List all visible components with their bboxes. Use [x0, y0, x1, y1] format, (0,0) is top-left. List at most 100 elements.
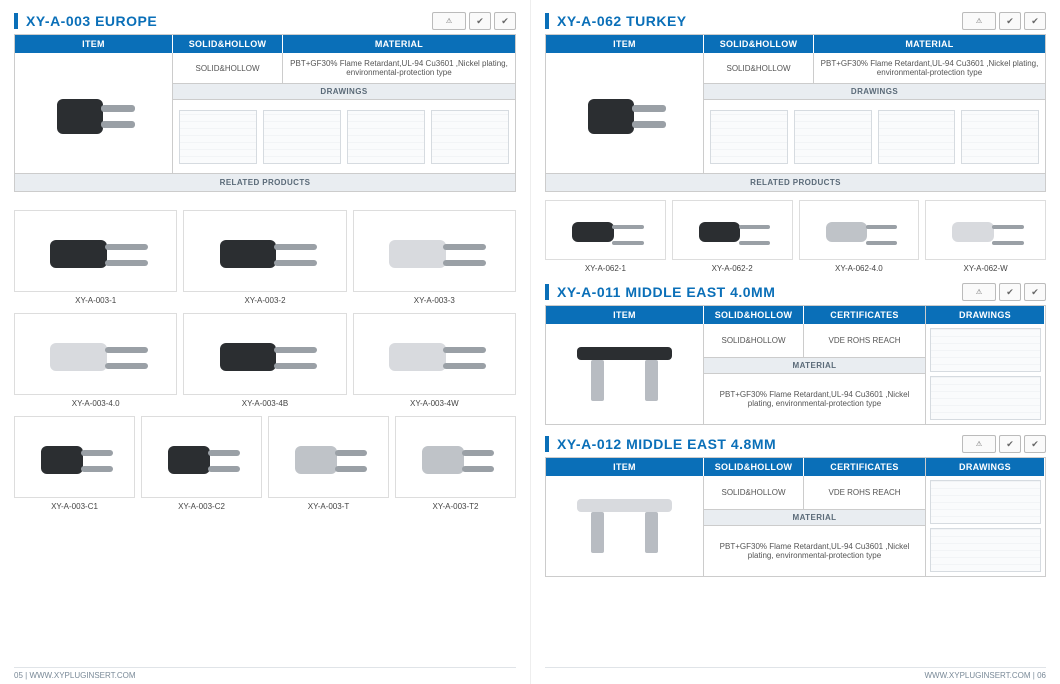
col-solid-hollow: SOLID&HOLLOW: [704, 306, 804, 324]
val-certs: VDE ROHS REACH: [804, 476, 925, 510]
badge-reach-icon: ✔: [469, 12, 491, 30]
related-item: XY-A-003-1: [14, 210, 177, 305]
product-label: XY-A-062-1: [585, 264, 626, 273]
related-item: XY-A-003-2: [183, 210, 346, 305]
drawing-thumb: [263, 110, 341, 164]
drawing-thumb: [930, 376, 1041, 420]
product-image: [183, 210, 346, 292]
val-solid-hollow: SOLID&HOLLOW: [704, 324, 804, 358]
related-row: XY-A-003-C1 XY-A-003-C2 XY-A-003-T XY-A-…: [14, 416, 516, 511]
drawings-column: DRAWINGS: [925, 306, 1045, 424]
page-number: 06: [1037, 671, 1046, 680]
related-item: XY-A-003-T2: [395, 416, 516, 511]
hero-image: [15, 53, 173, 173]
product-label: XY-A-003-1: [75, 296, 116, 305]
section-003: XY-A-003 EUROPE ⚠ ✔ ✔ ITEM SOLID&HOLLOW …: [14, 12, 516, 192]
drawing-thumb: [961, 110, 1039, 164]
drawing-thumb: [794, 110, 872, 164]
badge-rohs-icon: ✔: [494, 12, 516, 30]
val-material: PBT+GF30% Flame Retardant,UL-94 Cu3601 ,…: [704, 374, 925, 424]
badge-rohs-icon: ✔: [1024, 12, 1046, 30]
product-image: [545, 200, 666, 260]
col-item: ITEM: [546, 458, 704, 476]
badge-warning-icon: ⚠: [962, 12, 996, 30]
product-label: XY-A-062-W: [964, 264, 1008, 273]
product-image: [672, 200, 793, 260]
drawings-header: DRAWINGS: [704, 84, 1045, 100]
cert-badges: ⚠ ✔ ✔: [962, 435, 1046, 453]
drawing-thumb: [930, 480, 1041, 524]
section-title: XY-A-012 MIDDLE EAST 4.8MM: [545, 436, 776, 452]
page-number: 05: [14, 671, 23, 680]
badge-reach-icon: ✔: [999, 435, 1021, 453]
drawing-thumb: [179, 110, 257, 164]
col-material: MATERIAL: [814, 35, 1045, 53]
badge-reach-icon: ✔: [999, 283, 1021, 301]
page-footer: WWW.XYPLUGINSERT.COM | 06: [545, 667, 1046, 680]
related-header: RELATED PRODUCTS: [14, 174, 516, 192]
product-image: [925, 200, 1046, 260]
page-footer: 05 | WWW.XYPLUGINSERT.COM: [14, 667, 516, 680]
product-image: [183, 313, 346, 395]
drawings-column: DRAWINGS: [925, 458, 1045, 576]
product-label: XY-A-062-2: [712, 264, 753, 273]
badge-warning-icon: ⚠: [962, 435, 996, 453]
val-solid-hollow: SOLID&HOLLOW: [704, 476, 804, 510]
cert-badges: ⚠ ✔ ✔: [962, 283, 1046, 301]
product-label: XY-A-003-4.0: [72, 399, 120, 408]
product-label: XY-A-003-C2: [178, 502, 225, 511]
section-title: XY-A-011 MIDDLE EAST 4.0MM: [545, 284, 775, 300]
product-label: XY-A-003-4B: [242, 399, 288, 408]
spec-block: ITEM SOLID&HOLLOW MATERIAL SOLID&HOLLOW …: [545, 34, 1046, 174]
product-image: [141, 416, 262, 498]
footer-url: WWW.XYPLUGINSERT.COM: [29, 671, 135, 680]
drawing-thumb: [431, 110, 509, 164]
related-item: XY-A-003-C2: [141, 416, 262, 511]
related-item: XY-A-003-C1: [14, 416, 135, 511]
val-solid-hollow: SOLID&HOLLOW: [704, 53, 814, 84]
cert-badges: ⚠ ✔ ✔: [432, 12, 516, 30]
related-item: XY-A-062-2: [672, 200, 793, 273]
drawing-thumb: [930, 528, 1041, 572]
product-image: [799, 200, 920, 260]
related-header: RELATED PRODUCTS: [545, 174, 1046, 192]
related-item: XY-A-003-4B: [183, 313, 346, 408]
product-image: [353, 313, 516, 395]
related-row: XY-A-003-4.0 XY-A-003-4B XY-A-003-4W: [14, 313, 516, 408]
col-solid-hollow: SOLID&HOLLOW: [704, 35, 814, 53]
catalog-page-right: XY-A-062 TURKEY ⚠ ✔ ✔ ITEM SOLID&HOLLOW …: [530, 0, 1060, 684]
val-material: PBT+GF30% Flame Retardant,UL-94 Cu3601 ,…: [704, 526, 925, 576]
section-062: XY-A-062 TURKEY ⚠ ✔ ✔ ITEM SOLID&HOLLOW …: [545, 12, 1046, 273]
product-label: XY-A-003-2: [244, 296, 285, 305]
related-item: XY-A-062-1: [545, 200, 666, 273]
section-011: XY-A-011 MIDDLE EAST 4.0MM ⚠ ✔ ✔ ITEM SO…: [545, 283, 1046, 425]
badge-reach-icon: ✔: [999, 12, 1021, 30]
hero-image: [546, 324, 704, 424]
related-item: XY-A-003-T: [268, 416, 389, 511]
col-solid-hollow: SOLID&HOLLOW: [173, 35, 283, 53]
badge-warning-icon: ⚠: [432, 12, 466, 30]
col-drawings: DRAWINGS: [926, 458, 1045, 476]
related-item: XY-A-003-4.0: [14, 313, 177, 408]
col-item: ITEM: [15, 35, 173, 53]
drawing-thumb: [347, 110, 425, 164]
related-row: XY-A-003-1 XY-A-003-2 XY-A-003-3: [14, 210, 516, 305]
product-image: [353, 210, 516, 292]
product-label: XY-A-003-C1: [51, 502, 98, 511]
product-image: [14, 210, 177, 292]
col-certs: CERTIFICATES: [804, 306, 925, 324]
badge-rohs-icon: ✔: [1024, 435, 1046, 453]
col-material: MATERIAL: [283, 35, 515, 53]
col-certs: CERTIFICATES: [804, 458, 925, 476]
product-image: [395, 416, 516, 498]
product-label: XY-A-003-3: [414, 296, 455, 305]
drawing-thumb: [878, 110, 956, 164]
section-title: XY-A-062 TURKEY: [545, 13, 687, 29]
product-label: XY-A-003-4W: [410, 399, 459, 408]
spec-block: ITEM SOLID&HOLLOW MATERIAL SOLID&HOLLOW …: [14, 34, 516, 174]
col-solid-hollow: SOLID&HOLLOW: [704, 458, 804, 476]
badge-rohs-icon: ✔: [1024, 283, 1046, 301]
val-solid-hollow: SOLID&HOLLOW: [173, 53, 283, 84]
footer-url: WWW.XYPLUGINSERT.COM: [924, 671, 1030, 680]
drawing-thumb: [930, 328, 1041, 372]
